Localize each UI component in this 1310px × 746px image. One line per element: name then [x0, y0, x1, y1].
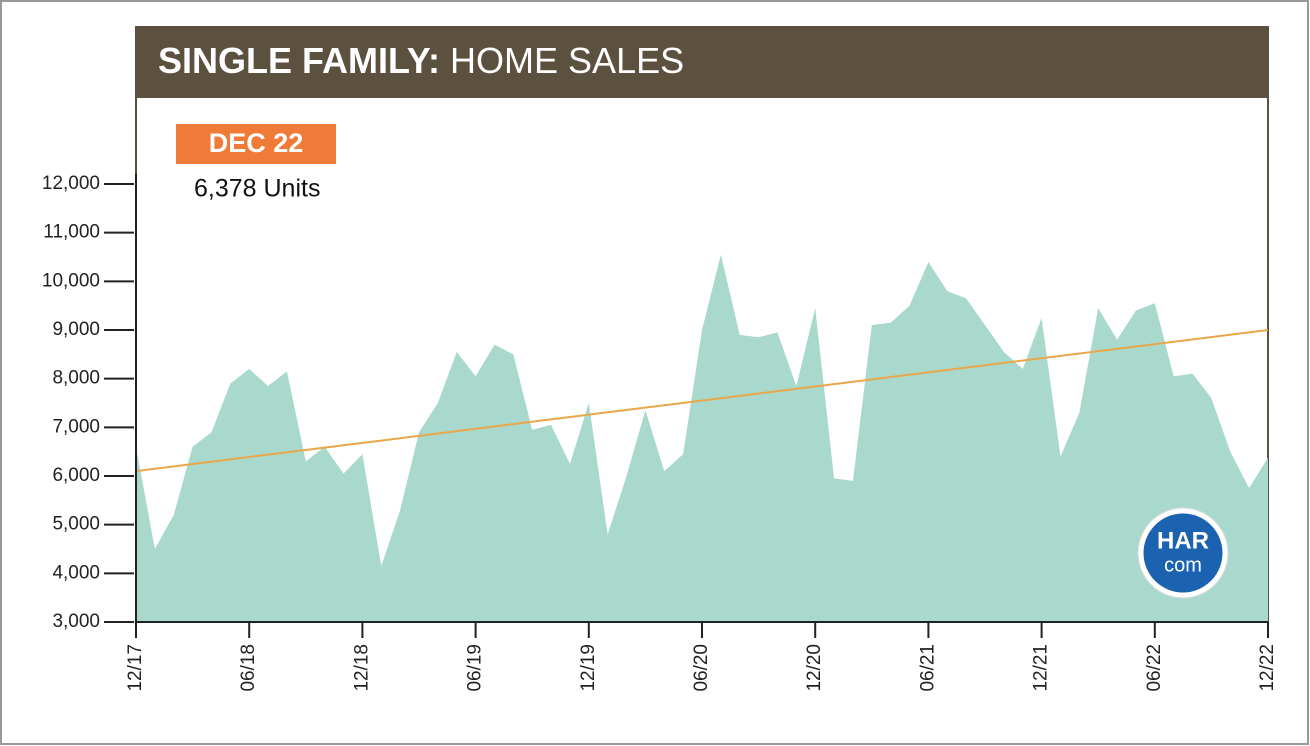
title-rest: HOME SALES: [450, 40, 684, 81]
x-tick-label: 06/20: [691, 644, 712, 692]
x-tick-label: 12/18: [351, 644, 372, 692]
header-band: [136, 27, 1268, 98]
y-tick-label: 3,000: [52, 611, 100, 632]
title-bold: SINGLE FAMILY:: [158, 40, 440, 81]
x-tick-label: 12/21: [1031, 644, 1052, 692]
x-tick-label: 06/19: [465, 644, 486, 692]
x-tick-label: 06/22: [1144, 644, 1165, 692]
y-tick-label: 7,000: [52, 416, 100, 437]
x-tick-label: 06/18: [238, 644, 259, 692]
logo: [1138, 508, 1228, 598]
plot: 3,000 4,000 5,000 6,000 7,000 8,000 9,000 10,00…: [42, 173, 1278, 692]
annotation-label: DEC 22: [209, 128, 304, 158]
y-tick-label: 8,000: [52, 368, 100, 389]
area: [136, 254, 1268, 623]
x-tick-label: 12/19: [578, 644, 599, 692]
y-tick-label: 11,000: [43, 222, 100, 243]
y-tick-label: 4,000: [52, 562, 100, 583]
annotation-badge: [176, 124, 336, 164]
trend-line: [135, 329, 1269, 473]
y-tick-label: 6,000: [52, 465, 100, 486]
logo-ring: [1137, 507, 1229, 599]
logo-text: com: [1164, 554, 1202, 576]
y-tick-label: 12,000: [42, 173, 100, 194]
x-tick-label: 12/22: [1257, 644, 1278, 692]
logo-text: HAR: [1157, 527, 1209, 554]
x-tick-label: 06/21: [917, 644, 938, 692]
chart-title: SINGLE FAMILY: HOME SALES: [158, 40, 684, 81]
y-tick-label: 9,000: [52, 319, 100, 340]
annotation-text: 6,378 Units: [194, 175, 320, 203]
x-tick-label: 12/20: [804, 644, 825, 692]
y-tick-label: 10,000: [42, 270, 100, 291]
y-tick-label: 5,000: [52, 514, 100, 535]
x-tick-label: 12/17: [125, 644, 146, 692]
